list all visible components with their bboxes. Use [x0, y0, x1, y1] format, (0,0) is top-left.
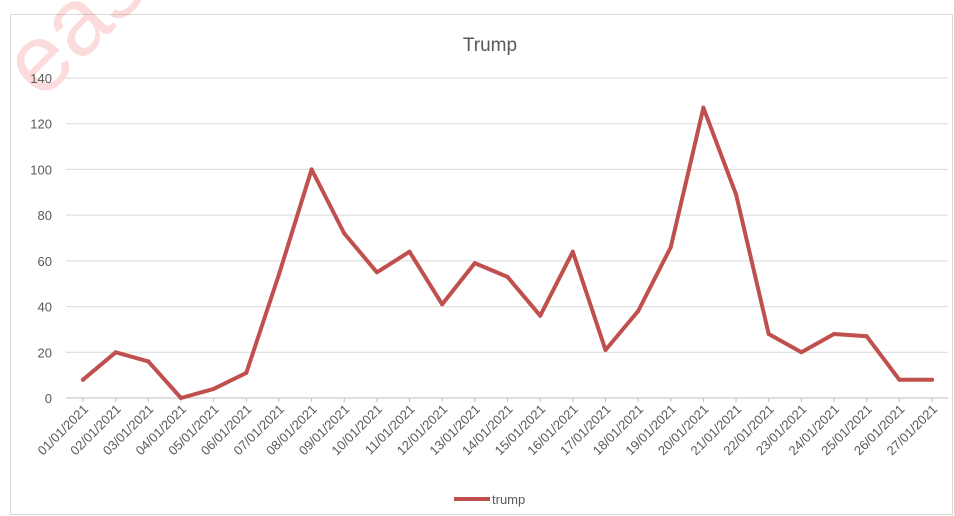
data-point — [636, 309, 641, 314]
data-point — [407, 249, 412, 254]
y-tick-label: 60 — [38, 254, 52, 269]
data-point — [668, 245, 673, 250]
y-axis: 0 20 40 60 80 100 120 140 — [30, 71, 52, 406]
y-tick-label: 0 — [45, 391, 52, 406]
data-point — [440, 302, 445, 307]
series-line-trump — [81, 105, 934, 400]
y-tick-label: 80 — [38, 208, 52, 223]
data-point — [930, 377, 934, 382]
data-point — [472, 261, 477, 266]
legend: trump — [454, 492, 525, 507]
data-point — [211, 386, 216, 391]
data-point — [538, 313, 543, 318]
data-point — [701, 105, 706, 110]
data-point — [766, 332, 771, 336]
y-tick-label: 100 — [30, 162, 52, 177]
data-point — [570, 249, 575, 254]
data-point — [799, 350, 804, 355]
data-point — [342, 231, 347, 236]
data-point — [374, 270, 379, 275]
data-point — [178, 396, 183, 400]
legend-label: trump — [492, 492, 525, 507]
y-tick-label: 140 — [30, 71, 52, 86]
y-tick-label: 40 — [38, 300, 52, 315]
data-point — [146, 359, 151, 364]
data-point — [81, 377, 85, 382]
data-point — [505, 274, 510, 279]
data-point — [276, 272, 281, 277]
data-point — [734, 192, 739, 197]
y-tick-label: 120 — [30, 117, 52, 132]
data-point — [897, 377, 902, 382]
y-tick-label: 20 — [38, 345, 52, 360]
series-layer — [81, 105, 934, 400]
x-axis: 01/01/202102/01/202103/01/202104/01/2021… — [34, 398, 940, 458]
data-point — [244, 370, 249, 375]
data-point — [113, 350, 118, 355]
chart-title: Trump — [463, 35, 517, 56]
data-point — [832, 332, 837, 336]
gridlines — [66, 77, 948, 399]
data-point — [309, 167, 314, 172]
data-point — [864, 334, 869, 339]
data-point — [603, 348, 608, 352]
